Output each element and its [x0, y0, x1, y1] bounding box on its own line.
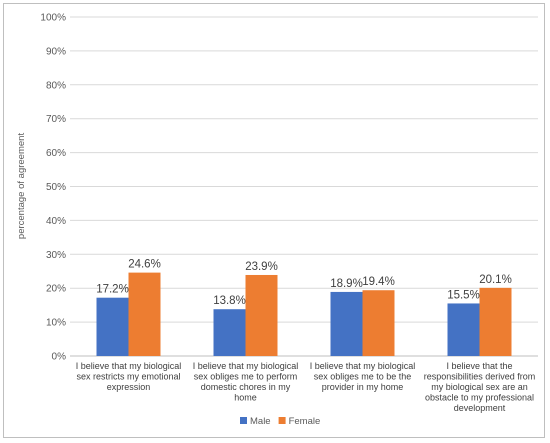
y-tick-label: 20%: [46, 284, 66, 295]
y-axis-ticks: 0% 10% 20% 30% 40% 50% 60% 70% 80% 90% 100%: [40, 13, 66, 363]
bar-female: [362, 290, 395, 356]
category-label-line: provider in my home: [322, 382, 404, 392]
data-label: 23.9%: [245, 261, 278, 273]
bar-male: [330, 291, 363, 356]
category-label-line: I believe that my biological: [193, 361, 299, 371]
bar-female: [245, 274, 278, 356]
category-label-line: my biological sex are an: [431, 382, 528, 392]
bar-male: [447, 303, 480, 356]
data-label: 19.4%: [362, 276, 395, 288]
y-tick-label: 40%: [46, 216, 66, 227]
category-label: I believe that my biological sex restrict…: [76, 361, 182, 392]
category-label: I believe that my biological sex obliges …: [193, 361, 299, 403]
legend-swatch-male: [240, 417, 247, 424]
data-label: 17.2%: [96, 284, 129, 296]
legend: Male Female: [240, 416, 320, 427]
category-label-line: sex obliges me to be the: [314, 372, 412, 382]
bar-male: [213, 309, 246, 356]
data-label: 24.6%: [128, 259, 161, 271]
y-tick-label: 30%: [46, 250, 66, 261]
y-tick-label: 80%: [46, 80, 66, 91]
legend-label-male: Male: [250, 416, 271, 427]
category-label-line: responsibilities derived from: [424, 372, 536, 382]
category-label-line: I believe that the: [446, 361, 512, 371]
data-label: 20.1%: [479, 274, 512, 286]
category-label-line: I believe that my biological: [310, 361, 416, 371]
data-labels: 17.2% 24.6% 13.8% 23.9% 18.9% 19.4% 15.5% 20.1%: [96, 259, 512, 308]
y-tick-label: 0%: [52, 352, 67, 363]
category-label-line: I believe that my biological: [76, 361, 182, 371]
bars: [96, 272, 512, 356]
y-tick-label: 50%: [46, 182, 66, 193]
y-tick-label: 70%: [46, 114, 66, 125]
category-label-line: sex obliges me to perform: [194, 372, 298, 382]
category-label-line: development: [454, 403, 506, 413]
category-label-line: sex restricts my emotional: [76, 372, 180, 382]
category-label: I believe that my biological sex obliges …: [310, 361, 416, 392]
y-axis-label: percentage of agreement: [16, 133, 27, 240]
legend-swatch-female: [278, 417, 286, 424]
data-label: 18.9%: [330, 278, 363, 290]
y-tick-label: 60%: [46, 148, 66, 159]
category-label-line: home: [234, 393, 257, 403]
bar-male: [96, 297, 129, 356]
legend-label-female: Female: [289, 416, 321, 427]
y-tick-label: 10%: [46, 318, 66, 329]
data-label: 13.8%: [213, 295, 246, 307]
bar-female: [128, 272, 161, 356]
data-label: 15.5%: [447, 289, 480, 301]
y-tick-label: 100%: [40, 13, 66, 24]
category-label-line: obstacle to my professional: [425, 393, 534, 403]
category-labels: I believe that my biological sex restrict…: [76, 361, 536, 413]
bar-female: [479, 287, 512, 356]
category-label-line: domestic chores in my: [201, 382, 291, 392]
category-label: I believe that the responsibilities deriv…: [424, 361, 536, 413]
y-tick-label: 90%: [46, 46, 66, 57]
category-label-line: expression: [107, 382, 151, 392]
